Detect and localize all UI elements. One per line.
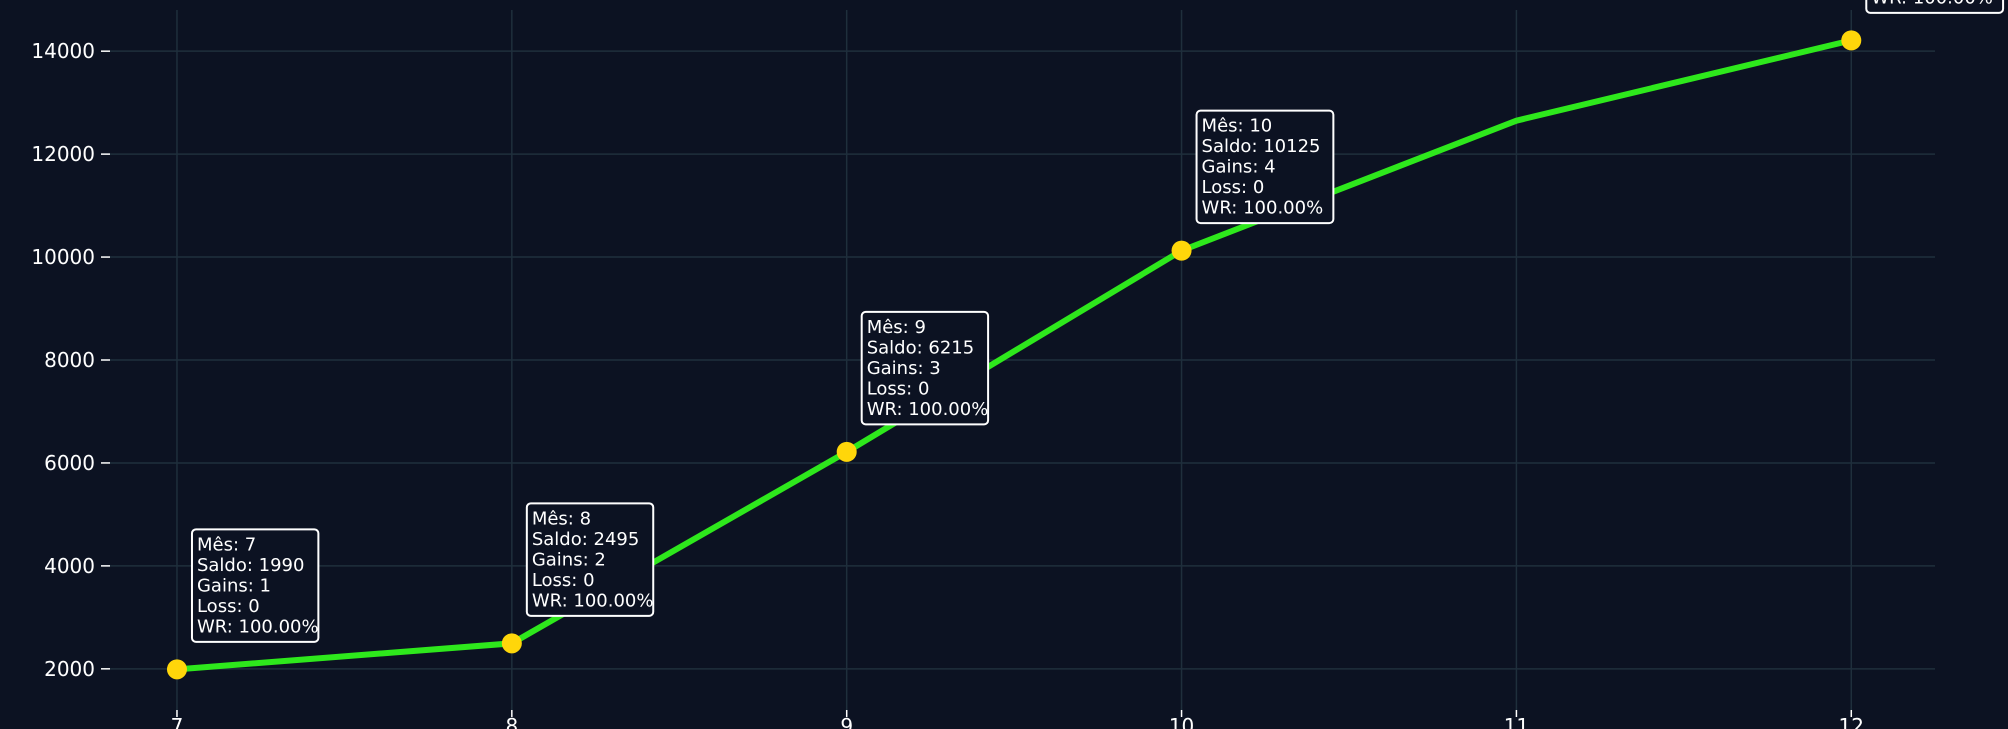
data-point-marker	[1841, 30, 1862, 51]
annotation-line: Gains: 1	[197, 575, 271, 596]
grid	[110, 10, 1935, 710]
y-tick-label: 6000	[44, 451, 95, 475]
annotation-line: Mês: 10	[1202, 116, 1273, 137]
annotation-line: Loss: 0	[1202, 177, 1265, 198]
annotation-frame	[1865, 0, 2005, 14]
annotation-line: Saldo: 2495	[532, 529, 640, 550]
x-tick-label: 9	[840, 714, 853, 729]
data-point-marker	[1171, 240, 1192, 261]
data-point-marker	[836, 441, 857, 462]
annotation-line: Loss: 0	[197, 596, 260, 617]
annotation-box: Mês: 12Saldo: 14210Gains: 6Loss: 0WR: 10…	[1865, 0, 2005, 14]
annotation-line: WR: 100.00%	[532, 590, 654, 611]
annotation-frame	[1195, 109, 1335, 225]
x-axis: 7 8 9 10 11 12	[171, 710, 1864, 729]
annotation-frame	[190, 528, 320, 643]
annotation-line: WR: 100.00%	[1871, 0, 1993, 8]
annotation-line: Loss: 0	[867, 378, 930, 399]
annotation-line: WR: 100.00%	[867, 399, 989, 420]
annotation-line: WR: 100.00%	[1202, 198, 1324, 219]
annotation-line: Gains: 2	[532, 549, 606, 570]
data-point-marker	[166, 659, 187, 680]
series	[173, 37, 1855, 673]
annotation-line: Gains: 4	[1202, 157, 1276, 178]
y-tick-label: 2000	[44, 657, 95, 681]
x-tick-label: 11	[1504, 714, 1529, 729]
annotation-line: Saldo: 10125	[1202, 136, 1321, 157]
data-point-marker	[501, 633, 522, 654]
x-tick-label: 10	[1169, 714, 1194, 729]
series-line	[173, 37, 1855, 673]
x-tick-label: 7	[171, 714, 184, 729]
annotation-line: Gains: 3	[867, 358, 941, 379]
y-tick-label: 10000	[31, 245, 95, 269]
x-tick-label: 12	[1839, 714, 1864, 729]
x-tick-label: 8	[505, 714, 518, 729]
annotation-line: Loss: 0	[532, 570, 595, 591]
y-axis: 2000 4000 6000 8000 10000 12000 14000	[31, 39, 110, 681]
y-tick-label: 8000	[44, 348, 95, 372]
annotation-line: Saldo: 6215	[867, 337, 975, 358]
markers	[166, 30, 1862, 680]
annotation-frame	[525, 502, 655, 617]
annotation-line: Mês: 7	[197, 534, 256, 555]
annotation-frame	[860, 310, 990, 426]
annotation-line: WR: 100.00%	[197, 616, 319, 637]
y-tick-label: 14000	[31, 39, 95, 63]
y-tick-label: 4000	[44, 554, 95, 578]
annotation-line: Saldo: 1990	[197, 555, 305, 576]
annotation-line: Mês: 8	[532, 508, 591, 529]
y-tick-label: 12000	[31, 142, 95, 166]
annotation-line: Mês: 9	[867, 317, 926, 338]
